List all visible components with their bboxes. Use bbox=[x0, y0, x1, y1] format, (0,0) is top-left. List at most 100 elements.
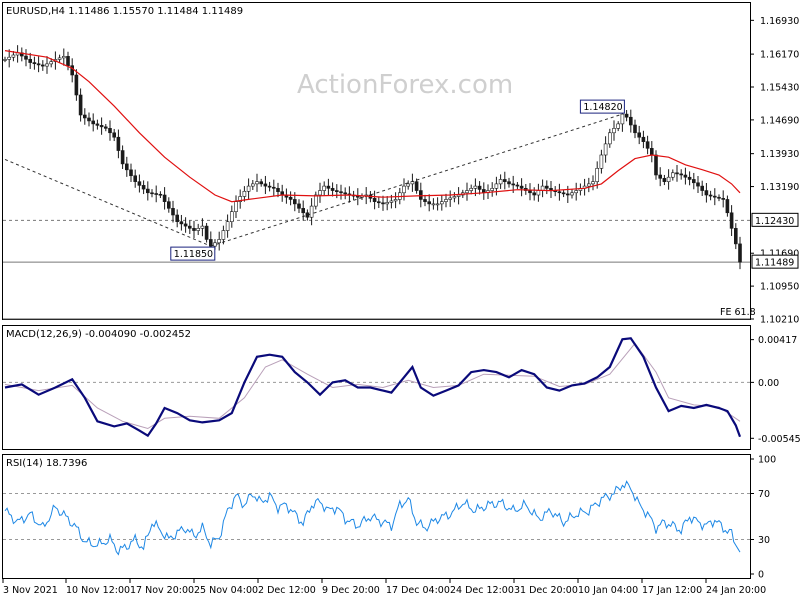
price-tick-label: 1.10950 bbox=[760, 282, 799, 293]
candle-body bbox=[167, 201, 171, 209]
candle-body bbox=[234, 201, 238, 212]
candle-body bbox=[385, 202, 390, 205]
candle-body bbox=[276, 188, 280, 192]
candle-body bbox=[738, 243, 742, 263]
candle-body bbox=[221, 230, 226, 240]
candle-body bbox=[297, 203, 301, 209]
fe-label: FE 61.8 bbox=[720, 307, 756, 318]
candle-body bbox=[444, 199, 448, 202]
price-tick-label: 1.16930 bbox=[760, 16, 799, 27]
candle-body bbox=[620, 113, 625, 125]
candle-body bbox=[355, 195, 360, 198]
candle-body bbox=[87, 117, 91, 122]
candle-body bbox=[389, 200, 394, 203]
x-tick-label: 2 Dec 12:00 bbox=[258, 585, 316, 596]
candle-body bbox=[188, 225, 192, 229]
candle-body bbox=[704, 190, 709, 196]
rsi-tick-label: 30 bbox=[758, 535, 770, 546]
candle-body bbox=[376, 201, 381, 204]
rsi-line bbox=[4, 480, 741, 556]
candle-body bbox=[528, 190, 532, 194]
price-label: 1.11489 bbox=[755, 258, 794, 269]
price-label-box bbox=[751, 212, 799, 227]
candle-body bbox=[633, 124, 637, 134]
candle-body bbox=[477, 185, 482, 190]
price-tick-label: 1.15430 bbox=[760, 83, 799, 94]
candle-body bbox=[712, 195, 717, 198]
candle-body bbox=[125, 163, 129, 171]
price-layer: FE 61.8 1.14820 1.11850 bbox=[3, 45, 756, 320]
axis-layer: 1.16930 1.16170 1.15430 1.14690 1.13930 1.131… bbox=[2, 16, 800, 596]
candle-body bbox=[402, 185, 406, 194]
candle-body bbox=[36, 63, 41, 66]
macd-panel bbox=[2, 325, 751, 450]
x-tick-label: 10 Nov 12:00 bbox=[66, 585, 130, 596]
candle-body bbox=[717, 196, 721, 199]
candle-body bbox=[532, 192, 537, 196]
candle-body bbox=[301, 208, 306, 214]
x-tick-label: 3 Nov 2021 bbox=[3, 585, 58, 596]
candle-body bbox=[423, 199, 427, 202]
candle-body bbox=[465, 190, 469, 194]
candle-body bbox=[561, 192, 566, 195]
annotation-label: 1.11850 bbox=[174, 249, 213, 260]
candle-body bbox=[334, 190, 339, 192]
candle-body bbox=[225, 221, 230, 231]
x-tick-label: 24 Dec 12:00 bbox=[450, 585, 514, 596]
candle-body bbox=[708, 194, 713, 197]
price-tick-label: 1.13930 bbox=[760, 149, 799, 160]
candle-body bbox=[162, 194, 167, 202]
candle-body bbox=[410, 181, 415, 185]
candle-body bbox=[439, 201, 444, 205]
candle-body bbox=[158, 193, 163, 196]
candle-body bbox=[40, 64, 45, 67]
candle-body bbox=[381, 202, 385, 205]
candle-body bbox=[309, 205, 314, 218]
candle-body bbox=[45, 63, 49, 67]
candle-body bbox=[507, 181, 511, 185]
candle-body bbox=[3, 59, 7, 61]
candle-body bbox=[431, 203, 436, 206]
candle-body bbox=[238, 196, 242, 202]
candle-body bbox=[498, 179, 503, 185]
price-title: EURUSD,H4 1.11486 1.15570 1.11484 1.1148… bbox=[6, 6, 243, 17]
candle-body bbox=[330, 188, 335, 191]
x-tick-label: 25 Nov 04:00 bbox=[194, 585, 258, 596]
candle-body bbox=[154, 193, 158, 195]
candle-body bbox=[141, 185, 146, 190]
candle-body bbox=[372, 198, 377, 202]
candle-body bbox=[687, 176, 692, 180]
candle-body bbox=[171, 208, 175, 216]
candle-body bbox=[318, 190, 322, 196]
price-tick-label: 1.10210 bbox=[760, 315, 799, 326]
candle-body bbox=[675, 172, 679, 175]
candle-body bbox=[305, 212, 310, 218]
candle-body bbox=[599, 154, 604, 169]
candle-body bbox=[612, 128, 616, 134]
candle-body bbox=[267, 185, 272, 188]
candle-body bbox=[11, 54, 16, 58]
candle-body bbox=[246, 185, 251, 192]
candle-body bbox=[473, 185, 478, 189]
candle-body bbox=[150, 192, 154, 195]
x-tick-label: 9 Dec 20:00 bbox=[322, 585, 380, 596]
candle-body bbox=[696, 182, 700, 187]
macd-tick-label: -0.005456 bbox=[758, 434, 800, 445]
candle-body bbox=[641, 136, 646, 142]
candle-body bbox=[607, 132, 612, 145]
candle-body bbox=[654, 154, 658, 176]
candle-body bbox=[494, 183, 499, 189]
candle-body bbox=[313, 194, 318, 207]
candle-body bbox=[251, 183, 255, 187]
candle-body bbox=[670, 172, 675, 178]
candle-body bbox=[519, 185, 524, 189]
candle-body bbox=[637, 132, 642, 138]
candle-body bbox=[146, 188, 150, 194]
candle-body bbox=[406, 183, 411, 187]
candle-body bbox=[61, 56, 66, 59]
candle-body bbox=[49, 61, 54, 65]
x-tick-label: 17 Dec 04:00 bbox=[386, 585, 450, 596]
rsi-layer bbox=[3, 480, 750, 556]
candle-body bbox=[175, 214, 179, 222]
candle-body bbox=[83, 114, 87, 119]
